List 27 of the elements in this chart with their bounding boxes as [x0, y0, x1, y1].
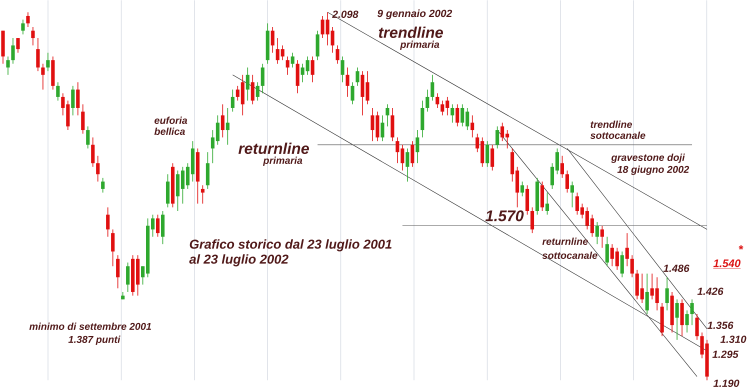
- annotation: returnline: [238, 142, 309, 154]
- annotation: trendline: [378, 26, 443, 38]
- annotation: 18 giugno 2002: [617, 166, 690, 175]
- annotation: trendline: [590, 120, 632, 128]
- annotation: minimo di settembre 2001: [29, 322, 152, 330]
- text: 1.190: [713, 379, 740, 387]
- text: 1.310: [720, 335, 746, 343]
- annotation: sottocanale: [542, 251, 598, 259]
- annotation: 9 gennaio 2002: [377, 9, 452, 20]
- annotation: 1.570: [485, 210, 524, 222]
- annotation: primaria: [400, 40, 440, 50]
- annotation: 1.426: [697, 287, 724, 295]
- annotation: 2.098: [332, 10, 358, 18]
- text: *: [738, 245, 744, 250]
- annotation: gravestone doji: [611, 154, 685, 163]
- annotation: primaria: [262, 156, 302, 166]
- annotation: bellica: [154, 127, 185, 135]
- annotation: returnline: [542, 238, 588, 245]
- annotation: Grafico storico dal 23 luglio 2001: [190, 239, 392, 252]
- annotation: 1.356: [707, 321, 734, 329]
- annotation: 1.486: [663, 264, 690, 272]
- annotation: euforia: [154, 116, 188, 124]
- annotation: al 23 luglio 2002: [189, 254, 288, 266]
- text: 1.295: [712, 350, 739, 358]
- annotation: 1.387 punti: [68, 336, 120, 345]
- text: 1.540: [713, 259, 741, 268]
- annotation: sottocanale: [590, 132, 646, 139]
